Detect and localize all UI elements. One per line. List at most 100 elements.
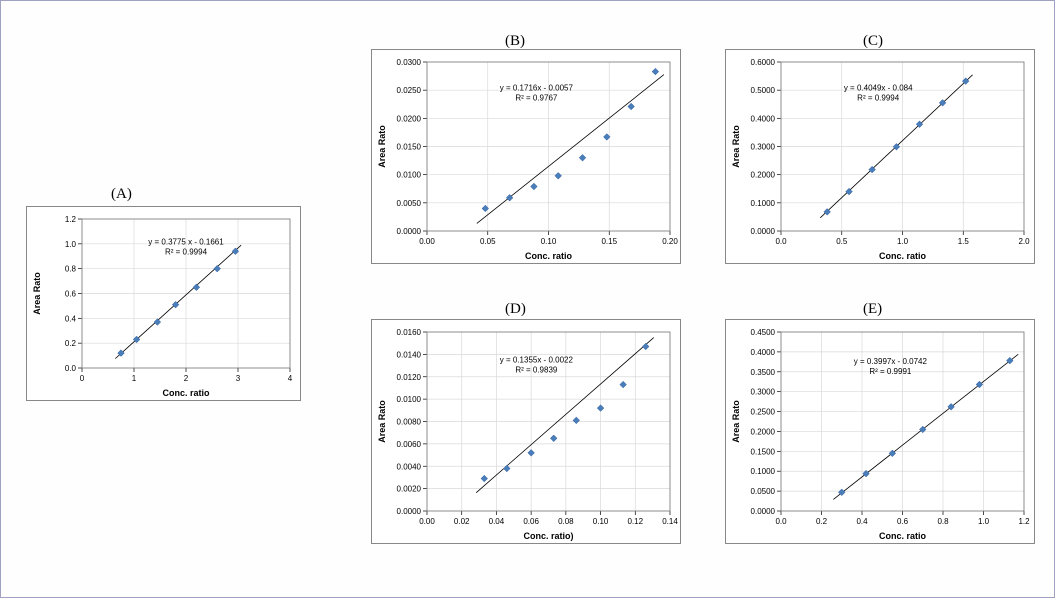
- svg-text:0.4: 0.4: [65, 314, 77, 323]
- data-point: [528, 449, 535, 456]
- svg-text:0.4500: 0.4500: [751, 328, 776, 337]
- svg-text:2: 2: [184, 374, 189, 383]
- svg-text:0.06: 0.06: [523, 517, 539, 526]
- svg-text:1.5: 1.5: [958, 237, 970, 246]
- x-axis-title: Conc. ratio: [162, 388, 210, 398]
- svg-text:2.0: 2.0: [1018, 237, 1030, 246]
- svg-text:0.12: 0.12: [627, 517, 643, 526]
- r-squared-text: R² = 0.9994: [165, 247, 208, 256]
- svg-text:0.0100: 0.0100: [397, 395, 422, 404]
- data-point: [597, 405, 604, 412]
- svg-text:0.1000: 0.1000: [751, 467, 776, 476]
- data-point: [481, 475, 488, 482]
- chart-a: 0.00.20.40.60.81.01.201234y = 0.3775 x -…: [26, 206, 301, 401]
- r-squared-text: R² = 0.9991: [869, 367, 912, 376]
- svg-text:0.2000: 0.2000: [751, 427, 776, 436]
- data-point: [652, 68, 659, 75]
- chart-c: 0.00000.10000.20000.30000.40000.50000.60…: [725, 49, 1035, 264]
- y-axis-title: Area Rato: [32, 272, 42, 315]
- data-point: [642, 343, 649, 350]
- svg-text:0.4000: 0.4000: [751, 114, 776, 123]
- svg-text:0.0300: 0.0300: [397, 58, 422, 67]
- r-squared-text: R² = 0.9839: [515, 365, 558, 374]
- chart-b: 0.00000.00500.01000.01500.02000.02500.03…: [371, 49, 681, 264]
- chart-svg-e: 0.00000.05000.10000.15000.20000.25000.30…: [726, 320, 1036, 545]
- svg-text:0.0100: 0.0100: [397, 171, 422, 180]
- equation-text: y = 0.4049x - 0.084: [844, 84, 913, 93]
- panel-label-d: (D): [505, 301, 526, 318]
- svg-text:0.02: 0.02: [454, 517, 470, 526]
- svg-text:1.0: 1.0: [978, 517, 990, 526]
- chart-svg-c: 0.00000.10000.20000.30000.40000.50000.60…: [726, 50, 1036, 265]
- svg-text:0.8: 0.8: [937, 517, 949, 526]
- panel-label-b: (B): [505, 33, 525, 50]
- trendline: [477, 75, 664, 224]
- svg-text:0.14: 0.14: [662, 517, 678, 526]
- x-axis-title: Conc. ratio: [879, 531, 927, 541]
- svg-text:0.0000: 0.0000: [751, 227, 776, 236]
- equation-text: y = 0.1716x - 0.0057: [500, 84, 574, 93]
- svg-text:0.0020: 0.0020: [397, 485, 422, 494]
- svg-text:0.0040: 0.0040: [397, 462, 422, 471]
- chart-d: 0.00000.00200.00400.00600.00800.01000.01…: [371, 319, 681, 544]
- svg-text:0.4: 0.4: [856, 517, 868, 526]
- svg-text:0.3500: 0.3500: [751, 368, 776, 377]
- svg-text:0.2000: 0.2000: [751, 171, 776, 180]
- svg-text:0.3000: 0.3000: [751, 143, 776, 152]
- svg-text:0.6000: 0.6000: [751, 58, 776, 67]
- svg-text:1.2: 1.2: [1018, 517, 1030, 526]
- svg-text:0.0140: 0.0140: [397, 350, 422, 359]
- chart-e: 0.00000.05000.10000.15000.20000.25000.30…: [725, 319, 1035, 544]
- svg-text:0.3000: 0.3000: [751, 388, 776, 397]
- svg-text:0: 0: [80, 374, 85, 383]
- chart-svg-b: 0.00000.00500.01000.01500.02000.02500.03…: [372, 50, 682, 265]
- svg-text:0.05: 0.05: [480, 237, 496, 246]
- svg-text:0.0060: 0.0060: [397, 440, 422, 449]
- svg-text:0.5: 0.5: [836, 237, 848, 246]
- svg-text:0.10: 0.10: [541, 237, 557, 246]
- data-point: [531, 183, 538, 190]
- svg-text:0.2500: 0.2500: [751, 408, 776, 417]
- svg-text:0.0150: 0.0150: [397, 143, 422, 152]
- svg-text:0.2: 0.2: [816, 517, 828, 526]
- svg-text:0.4000: 0.4000: [751, 348, 776, 357]
- data-point: [214, 265, 221, 272]
- chart-svg-a: 0.00.20.40.60.81.01.201234y = 0.3775 x -…: [27, 207, 302, 402]
- svg-text:0.15: 0.15: [601, 237, 617, 246]
- svg-text:0.1500: 0.1500: [751, 447, 776, 456]
- y-axis-title: Area Rato: [731, 400, 741, 443]
- svg-text:0.6: 0.6: [65, 290, 77, 299]
- svg-text:1: 1: [132, 374, 137, 383]
- y-axis-title: Area Rato: [377, 400, 387, 443]
- svg-text:0.2: 0.2: [65, 339, 77, 348]
- svg-text:1.0: 1.0: [65, 240, 77, 249]
- equation-text: y = 0.1355x - 0.0022: [500, 355, 574, 364]
- panel-label-e: (E): [863, 301, 882, 318]
- x-axis-title: Conc. ratio: [879, 251, 927, 261]
- r-squared-text: R² = 0.9767: [515, 94, 558, 103]
- svg-text:0.8: 0.8: [65, 265, 77, 274]
- svg-text:0.00: 0.00: [419, 517, 435, 526]
- trendline: [833, 354, 1018, 499]
- svg-text:0.0000: 0.0000: [397, 227, 422, 236]
- svg-text:0.20: 0.20: [662, 237, 678, 246]
- panel-label-c: (C): [863, 33, 883, 50]
- svg-text:0.0000: 0.0000: [397, 507, 422, 516]
- svg-text:0.0050: 0.0050: [397, 199, 422, 208]
- svg-text:0.1000: 0.1000: [751, 199, 776, 208]
- svg-text:0.0: 0.0: [775, 237, 787, 246]
- svg-text:0.0: 0.0: [65, 364, 77, 373]
- svg-text:0.04: 0.04: [489, 517, 505, 526]
- y-axis-title: Area Rato: [731, 125, 741, 168]
- svg-text:0.08: 0.08: [558, 517, 574, 526]
- panel-label-a: (A): [111, 186, 132, 203]
- data-point: [846, 188, 853, 195]
- r-squared-text: R² = 0.9994: [857, 94, 900, 103]
- svg-text:0.0250: 0.0250: [397, 86, 422, 95]
- svg-text:0.0160: 0.0160: [397, 328, 422, 337]
- data-point: [579, 154, 586, 161]
- chart-svg-d: 0.00000.00200.00400.00600.00800.01000.01…: [372, 320, 682, 545]
- svg-text:0.0: 0.0: [775, 517, 787, 526]
- data-point: [555, 172, 562, 179]
- data-point: [620, 381, 627, 388]
